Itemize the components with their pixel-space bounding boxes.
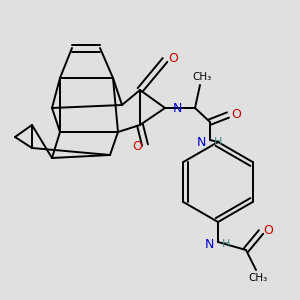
Text: O: O — [263, 224, 273, 236]
Text: H: H — [222, 239, 230, 249]
Text: CH₃: CH₃ — [192, 72, 212, 82]
Text: H: H — [214, 137, 222, 147]
Text: O: O — [231, 107, 241, 121]
Text: N: N — [205, 238, 214, 250]
Text: N: N — [196, 136, 206, 148]
Text: N: N — [173, 101, 182, 115]
Text: O: O — [168, 52, 178, 64]
Text: CH₃: CH₃ — [248, 273, 268, 283]
Text: O: O — [132, 140, 142, 154]
